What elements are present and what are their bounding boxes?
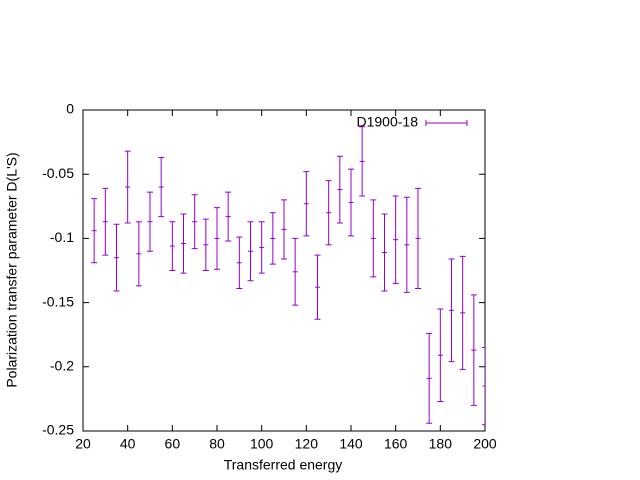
- y-tick-label: -0.15: [42, 293, 74, 309]
- x-tick-label: 140: [339, 436, 363, 452]
- x-tick-label: 40: [120, 436, 136, 452]
- x-tick-label: 180: [429, 436, 453, 452]
- y-tick-label: -0.2: [50, 358, 74, 374]
- y-tick-label: 0: [66, 101, 74, 117]
- y-axis-label: Polarization transfer parameter D(L'S): [4, 152, 20, 387]
- x-tick-label: 100: [250, 436, 274, 452]
- x-tick-label: 80: [209, 436, 225, 452]
- error-bar: [482, 347, 485, 426]
- legend-label: D1900-18: [357, 114, 419, 130]
- x-tick-label: 120: [295, 436, 319, 452]
- legend-sample: [425, 120, 468, 126]
- y-tick-label: -0.05: [42, 165, 74, 181]
- x-tick-label: 20: [75, 436, 91, 452]
- x-tick-label: 160: [384, 436, 408, 452]
- y-tick-label: -0.1: [50, 229, 74, 245]
- x-tick-label: 200: [473, 436, 497, 452]
- plot-area: [91, 126, 485, 426]
- plot-frame: [82, 109, 486, 432]
- y-tick-label: -0.25: [42, 422, 74, 438]
- x-tick-label: 60: [165, 436, 181, 452]
- x-axis-label: Transferred energy: [224, 457, 343, 473]
